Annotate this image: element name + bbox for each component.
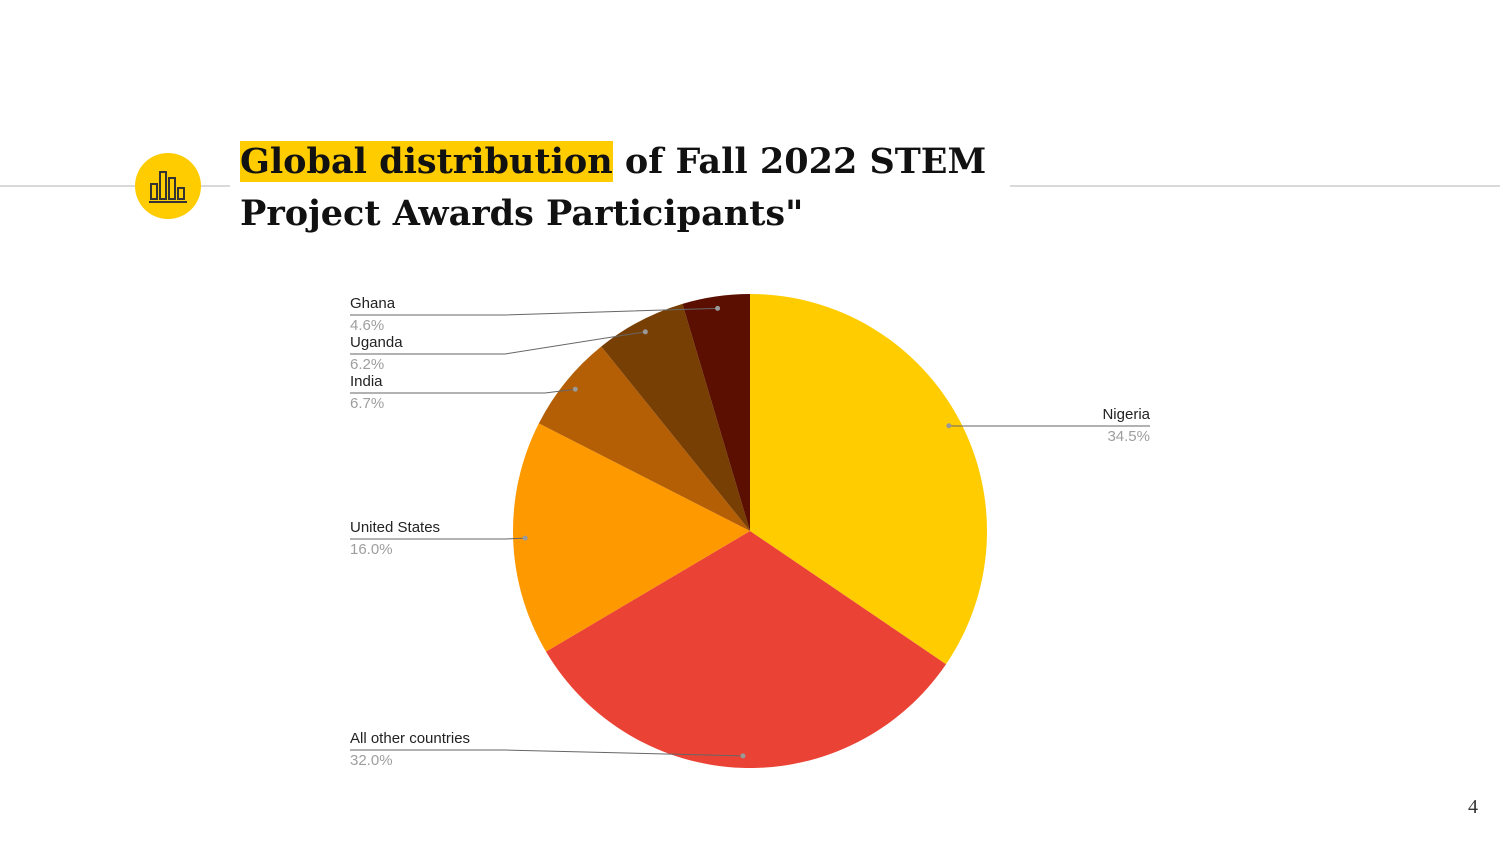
slice-value: 34.5%: [1107, 428, 1150, 445]
leader-dot: [715, 305, 721, 311]
slice-value: 6.7%: [350, 395, 384, 412]
leader-dot: [740, 753, 746, 759]
leader-dot: [642, 329, 648, 335]
slice-value: 4.6%: [350, 317, 384, 334]
title-rest: of Fall 2022 STEM Project Awards Partici…: [240, 141, 987, 234]
leader-line: [350, 307, 718, 316]
title-highlight: Global distribution: [240, 141, 613, 182]
slice-value: 32.0%: [350, 752, 393, 769]
pie-slice: [513, 423, 750, 652]
slide-title: Global distribution of Fall 2022 STEM Pr…: [230, 136, 1010, 240]
slice-label: Uganda: [350, 334, 403, 351]
leader-line: [350, 388, 576, 394]
leader-line: [350, 331, 646, 355]
leader-dot: [522, 535, 528, 541]
pie-slice: [682, 294, 750, 531]
slice-label: Nigeria: [1102, 406, 1150, 423]
slice-label: India: [350, 373, 383, 390]
slice-value: 16.0%: [350, 541, 393, 558]
slice-label: All other countries: [350, 730, 470, 747]
pie-slice: [750, 294, 987, 665]
chart-icon: [135, 153, 201, 219]
slice-label: United States: [350, 519, 440, 536]
slice-value: 6.2%: [350, 356, 384, 373]
pie-slice: [546, 531, 947, 768]
leader-line: [350, 537, 526, 540]
leader-dot: [946, 423, 952, 429]
leader-dot: [572, 386, 578, 392]
pie-slice: [601, 303, 750, 531]
slice-label: Ghana: [350, 295, 396, 312]
page-number: 4: [1468, 796, 1478, 818]
leader-line: [350, 749, 743, 757]
pie-slice: [538, 346, 750, 531]
